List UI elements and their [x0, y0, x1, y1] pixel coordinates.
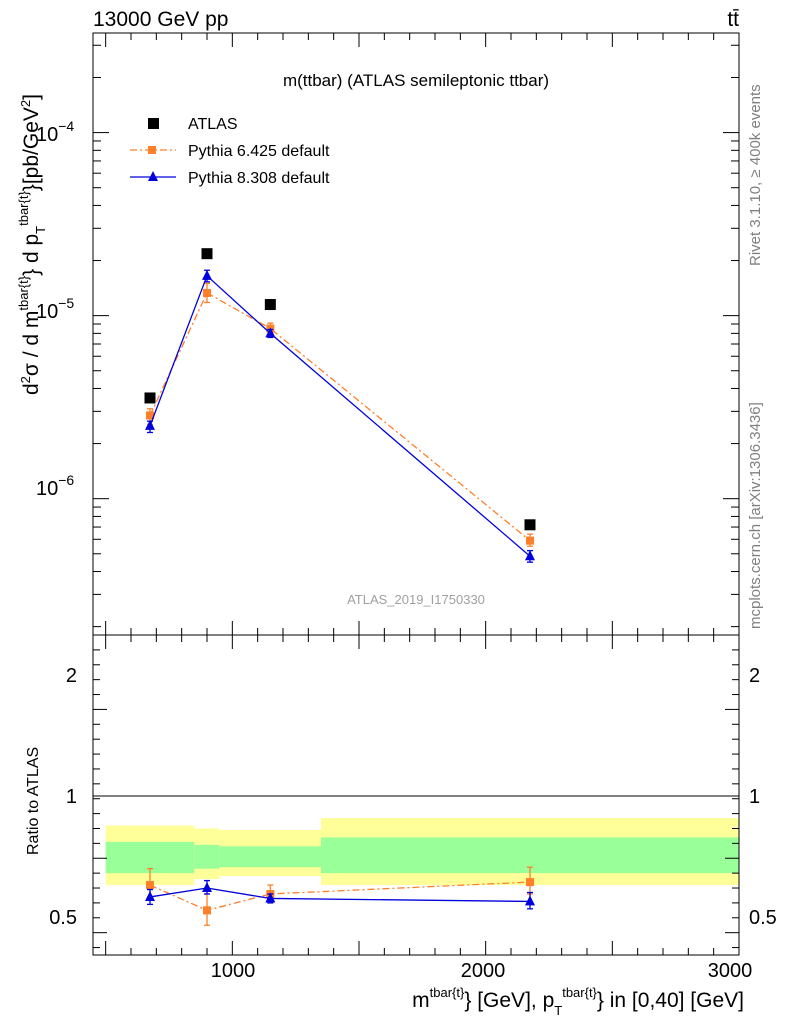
main-atlas-point [201, 248, 213, 260]
ratio-ytick-right: 1 [749, 786, 760, 808]
ratio-ytick-left: 1 [66, 786, 77, 808]
header-left: 13000 GeV pp [93, 8, 228, 31]
main-pythia6-point [526, 536, 534, 545]
ratio-ytick-right: 2 [749, 665, 760, 687]
main-ytick-exp: −5 [58, 295, 74, 311]
main-atlas-point [264, 299, 276, 311]
main-ytick-exp: −6 [58, 472, 74, 488]
xtick-label: 3000 [708, 960, 753, 982]
main-ytick-exp: −4 [58, 118, 74, 134]
main-plot-panel: 10−6 10−5 10−4 m(ttbar) (ATLAS semilepto… [36, 32, 740, 636]
mcplots-source-label: mcplots.cern.ch [arXiv:1306.3436] [747, 402, 764, 629]
main-pythia8-point [145, 419, 155, 430]
ratio-pythia8-point [145, 890, 155, 901]
ratio-pythia8-point [265, 892, 276, 903]
ratio-pythia6-line [149, 881, 531, 912]
header-right: tt̄ [727, 8, 739, 31]
ratio-ytick-left: 2 [66, 665, 77, 687]
ratio-axis-ticks [93, 635, 740, 955]
ratio-ytick-right: 0.5 [749, 907, 777, 929]
main-y-axis-label: d2σ / d mtbar{t}} d pTtbar{t}}[pb/GeV2] [16, 94, 48, 395]
ratio-series-layer [145, 866, 535, 926]
legend-marker-pythia6 [148, 146, 156, 154]
main-series-layer [144, 248, 536, 563]
ratio-pythia8-point [525, 895, 535, 906]
main-pythia8-line [149, 274, 531, 557]
main-ytick-label: 10−6 [36, 472, 74, 500]
main-title: m(ttbar) (ATLAS semileptonic ttbar) [283, 71, 549, 90]
ratio-plot-frame [92, 634, 740, 956]
ratio-band-green [194, 844, 220, 869]
rivet-version-label: Rivet 3.1.10, ≥ 400k events [747, 84, 764, 266]
xtick-label: 1000 [211, 960, 256, 982]
ratio-y-axis-label: Ratio to ATLAS [25, 747, 42, 855]
legend-label-atlas: ATLAS [188, 116, 238, 133]
ratio-tick-labels: 2 1 0.5 2 1 0.5 1000 2000 3000 [49, 665, 777, 982]
main-pythia6-point [146, 411, 154, 420]
ratio-pythia8-line [149, 887, 531, 903]
legend-marker-atlas [148, 118, 159, 129]
ratio-uncertainty-bands [105, 818, 739, 886]
main-pythia8-point [202, 269, 212, 280]
legend-label-pythia8: Pythia 8.308 default [188, 170, 330, 187]
ratio-plot-panel: 2 1 0.5 2 1 0.5 1000 2000 3000 Ratio to … [25, 634, 777, 982]
legend: ATLAS Pythia 6.425 default Pythia 8.308 … [130, 116, 330, 187]
ratio-pythia6-point [203, 906, 211, 915]
x-axis-label: mtbar{t}} [GeV], pTtbar{t}} in [0,40] [G… [412, 985, 744, 1018]
ratio-pythia8-point [202, 882, 212, 893]
ratio-band-green [105, 841, 195, 874]
main-pythia6-point [203, 288, 211, 297]
ratio-pythia6-point [146, 881, 154, 890]
analysis-watermark: ATLAS_2019_I1750330 [347, 592, 485, 607]
xtick-label: 2000 [461, 960, 506, 982]
main-atlas-point [144, 392, 156, 404]
main-pythia8-point [265, 327, 276, 338]
legend-label-pythia6: Pythia 6.425 default [188, 143, 330, 160]
ratio-pythia6-point [526, 878, 534, 887]
main-pythia6-line [149, 292, 531, 542]
ratio-band-green [219, 846, 321, 868]
main-pythia8-point [525, 550, 535, 561]
main-atlas-point [524, 519, 536, 531]
main-axis-ticks [93, 33, 740, 635]
legend-marker-pythia8 [148, 171, 158, 181]
ratio-ytick-left: 0.5 [49, 907, 77, 929]
